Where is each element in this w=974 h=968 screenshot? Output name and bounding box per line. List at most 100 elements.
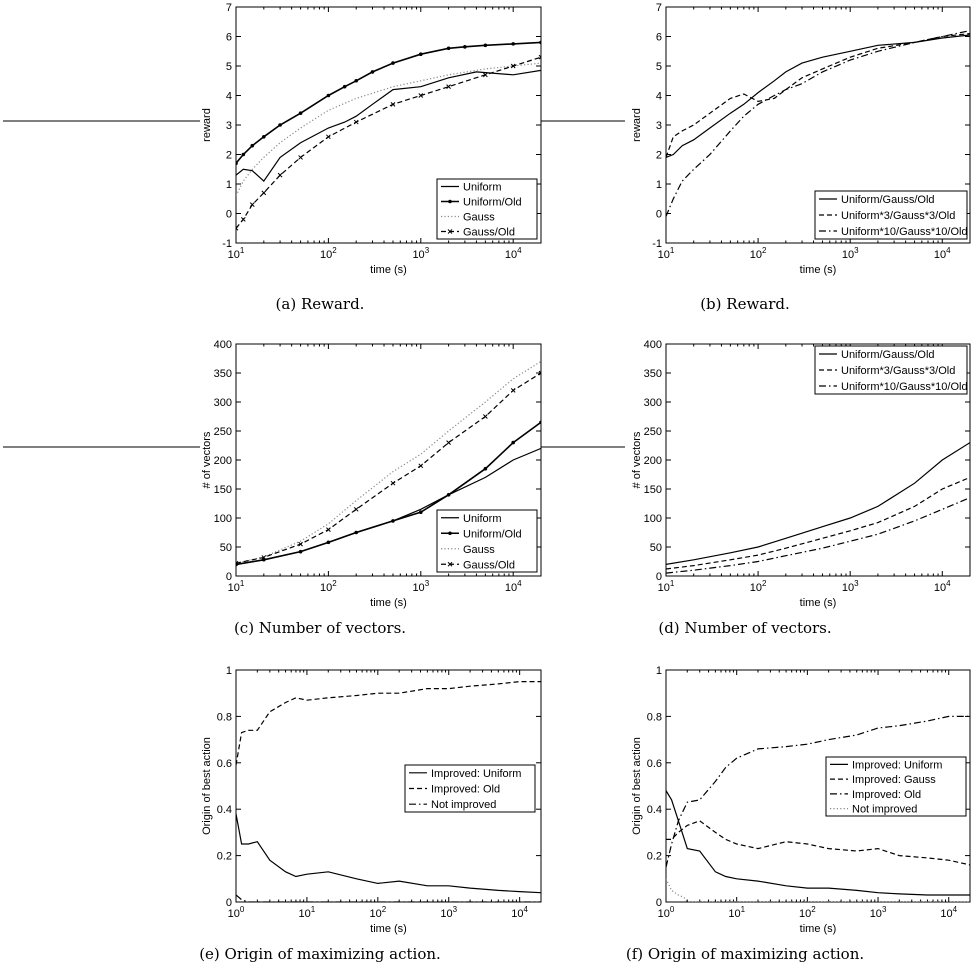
data-point [446, 46, 451, 51]
legend-label: Uniform*10/Gauss*10/Old [841, 381, 968, 393]
x-tick-label: 104 [934, 246, 951, 261]
chart-panel-d: 0 50 100 150 200 250 300 350 400 101 102 103 104 time… [631, 339, 971, 637]
data-point [241, 152, 246, 157]
y-tick-label: 0.4 [217, 804, 232, 816]
data-point [463, 45, 467, 49]
data-point [236, 225, 239, 231]
legend-box [814, 345, 968, 395]
x-tick-label: 102 [750, 246, 767, 261]
data-point [298, 155, 303, 160]
legend: Uniform/Gauss/Old Uniform*3/Gauss*3/Old Un… [814, 345, 968, 395]
y-tick-label: 0.8 [647, 711, 662, 723]
legend-marker [448, 531, 452, 536]
data-point [539, 40, 541, 45]
y-axis-label: reward [631, 108, 643, 142]
data-point [354, 530, 359, 535]
data-point [483, 414, 488, 419]
x-tick-label: 101 [658, 579, 675, 594]
series-line-uniform-3-gauss-3-old [666, 33, 970, 158]
data-point [510, 388, 516, 393]
data-point [483, 466, 488, 471]
x-tick-label: 101 [728, 905, 745, 920]
y-tick-label: 400 [644, 339, 662, 351]
data-point [261, 190, 267, 196]
legend-label: Improved: Uniform [431, 768, 521, 780]
x-tick-label: 102 [369, 905, 386, 920]
legend: Uniform/Gauss/Old Uniform*3/Gauss*3/Old Un… [814, 190, 968, 240]
chart-panel-a: -1 0 1 2 3 4 5 6 7 101 102 103 104 time (s) reward Unif… [201, 2, 542, 313]
data-point [342, 84, 347, 89]
y-tick-label: 0.6 [217, 758, 232, 770]
legend-box [814, 190, 968, 240]
y-axis-label: # of vectors [201, 431, 213, 488]
y-tick-label: 2 [656, 150, 662, 162]
x-axis-label: time (s) [800, 597, 837, 609]
y-tick-label: 6 [226, 32, 232, 44]
y-tick-label: 0 [656, 209, 662, 221]
series-line-uniform-10-gauss-10-old [666, 30, 970, 217]
y-tick-label: 0.2 [647, 851, 662, 863]
x-tick-label: 100 [228, 905, 245, 920]
series-line-gauss [236, 360, 541, 564]
y-tick-label: 350 [214, 368, 232, 380]
panel-caption: (c) Number of vectors. [234, 619, 406, 637]
x-tick-label: 100 [658, 905, 675, 920]
data-point [326, 134, 331, 140]
y-tick-label: 150 [214, 484, 232, 496]
legend-label: Not improved [431, 799, 496, 811]
y-axis-label: Origin of best action [631, 737, 643, 835]
y-tick-label: 50 [220, 542, 232, 554]
y-tick-label: 1 [656, 179, 662, 191]
series-group [666, 30, 970, 217]
y-axis-label: reward [201, 108, 213, 142]
legend-label: Uniform*10/Gauss*10/Old [841, 226, 968, 238]
data-point [390, 480, 396, 486]
data-point [483, 43, 488, 48]
panel-caption: (d) Number of vectors. [658, 619, 831, 637]
y-tick-label: 100 [214, 513, 232, 525]
legend-label: Improved: Uniform [852, 759, 942, 771]
y-tick-label: 150 [644, 484, 662, 496]
series-line-uniform-gauss-old [666, 442, 970, 565]
x-tick-label: 102 [320, 579, 337, 594]
legend-label: Not improved [852, 804, 917, 816]
series-line-uniform-3-gauss-3-old [666, 476, 970, 570]
x-tick-label: 104 [934, 579, 951, 594]
chart-panel-c: 0 50 100 150 200 250 300 350 400 101 102 103 104 time… [201, 339, 542, 637]
x-tick-label: 101 [658, 246, 675, 261]
data-point [390, 101, 396, 107]
data-point [539, 420, 541, 425]
data-point [391, 61, 395, 65]
y-tick-label: 3 [226, 120, 232, 132]
data-point [261, 555, 267, 560]
y-tick-label: 5 [226, 61, 232, 73]
y-tick-label: 0.2 [217, 851, 232, 863]
y-tick-label: 1 [656, 665, 662, 677]
data-point [418, 510, 423, 514]
x-tick-label: 102 [750, 579, 767, 594]
x-tick-label: 104 [505, 246, 522, 261]
y-tick-label: 100 [644, 513, 662, 525]
series-line-improved-uniform [666, 790, 970, 896]
legend-marker [447, 561, 453, 567]
legend-label: Improved: Old [852, 789, 921, 801]
y-tick-label: 0.8 [217, 711, 232, 723]
data-point [446, 493, 451, 497]
data-point [538, 370, 541, 376]
y-tick-label: -1 [652, 238, 662, 250]
data-point [278, 123, 282, 127]
legend-label: Uniform [463, 513, 502, 525]
data-point [249, 202, 255, 208]
y-tick-label: 200 [644, 455, 662, 467]
series-line-uniform-10-gauss-10-old [666, 497, 970, 574]
y-tick-label: 7 [226, 2, 232, 14]
data-point [236, 161, 238, 166]
series-group [236, 360, 541, 567]
y-tick-label: 400 [214, 339, 232, 351]
data-point [483, 72, 488, 78]
series-line-improved-old [666, 715, 970, 868]
x-tick-label: 101 [299, 905, 316, 920]
data-point [353, 506, 359, 512]
data-point [236, 560, 239, 566]
y-tick-label: 0 [226, 571, 232, 583]
